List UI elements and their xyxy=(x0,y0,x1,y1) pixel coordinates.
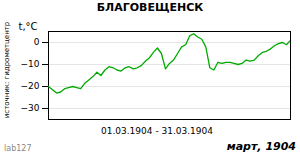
svg-text:−20: −20 xyxy=(21,81,40,91)
html-text:01.03.1904 - 31.03.1904: 01.03.1904 - 31.03.1904 xyxy=(101,126,213,136)
html-text:март, 1904: март, 1904 xyxy=(226,140,296,153)
svg-text:0: 0 xyxy=(34,37,40,47)
html-text:lab127: lab127 xyxy=(4,144,32,153)
svg-text:−10: −10 xyxy=(21,59,40,69)
svg-text:−30: −30 xyxy=(21,103,40,113)
svg-text:t,°C: t,°C xyxy=(19,21,38,32)
html-text:БЛАГОВЕЩЕНСК: БЛАГОВЕЩЕНСК xyxy=(96,1,204,14)
html-text:источник: гидрометцентр: источник: гидрометцентр xyxy=(3,21,11,119)
